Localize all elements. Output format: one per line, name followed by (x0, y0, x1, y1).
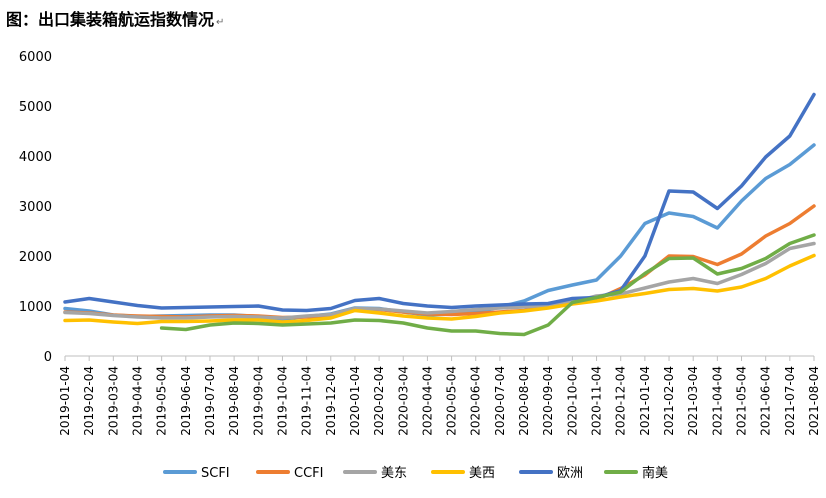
x-tick-label: 2019-02-04 (82, 366, 96, 436)
series-line-美西 (63, 253, 816, 326)
x-tick-label: 2019-07-04 (203, 366, 217, 436)
x-tick-label: 2021-06-04 (759, 366, 773, 436)
x-tick-label: 2019-04-04 (130, 366, 144, 436)
chart-title-text: 图：出口集装箱航运指数情况 (6, 10, 215, 29)
x-axis: 2019-01-04 2019-02-04 2019-03-04 2019-04-04… (58, 355, 821, 436)
y-tick-label: 5000 (19, 100, 52, 115)
series-line-南美 (159, 233, 816, 337)
x-tick-label: 2020-01-04 (348, 366, 362, 436)
chart-title: 图：出口集装箱航运指数情况 ↵ (6, 6, 224, 30)
x-tick-label: 2021-02-04 (662, 366, 676, 436)
x-tick-label: 2020-02-04 (372, 366, 386, 436)
x-tick-label: 2020-10-04 (565, 366, 579, 436)
x-tick-label: 2019-05-04 (155, 366, 169, 436)
legend: SCFI CCFI 美东 美西 欧洲 南美 (163, 465, 668, 481)
legend-label: 欧洲 (557, 466, 583, 481)
x-tick-label: 2019-08-04 (227, 366, 241, 436)
x-tick-label: 2020-03-04 (396, 366, 410, 436)
y-tick-label: 2000 (19, 250, 52, 265)
y-tick-label: 1000 (19, 300, 52, 315)
legend-label: 美东 (381, 466, 407, 481)
x-tick-label: 2021-05-04 (735, 366, 749, 436)
x-tick-label: 2019-01-04 (58, 366, 72, 436)
y-tick-label: 4000 (19, 150, 52, 165)
x-tick-label: 2019-03-04 (106, 366, 120, 436)
x-tick-label: 2020-05-04 (445, 366, 459, 436)
legend-label: 美西 (469, 466, 495, 481)
x-tick-label: 2019-09-04 (251, 366, 265, 436)
x-tick-label: 2020-04-04 (420, 366, 434, 436)
x-tick-label: 2019-10-04 (275, 366, 289, 436)
x-tick-label: 2021-03-04 (686, 366, 700, 436)
series-lines (63, 92, 816, 337)
x-tick-label: 2019-12-04 (324, 366, 338, 436)
x-tick-label: 2019-06-04 (179, 366, 193, 436)
legend-label: 南美 (642, 465, 668, 481)
x-tick-label: 2021-04-04 (710, 366, 724, 436)
x-tick-label: 2020-09-04 (541, 366, 555, 436)
series-line-美东 (63, 241, 816, 320)
legend-label: SCFI (201, 466, 230, 481)
x-tick-label: 2020-07-04 (493, 366, 507, 436)
y-tick-label: 6000 (19, 50, 52, 65)
series-line-欧洲 (63, 92, 816, 313)
x-tick-label: 2021-07-04 (783, 366, 797, 436)
x-tick-label: 2020-12-04 (614, 366, 628, 436)
x-tick-label: 2020-06-04 (469, 366, 483, 436)
x-tick-label: 2021-08-04 (807, 366, 821, 436)
x-tick-label: 2020-11-04 (590, 366, 604, 436)
legend-label: CCFI (294, 466, 323, 481)
x-tick-label: 2020-08-04 (517, 366, 531, 436)
series-line-SCFI (63, 143, 816, 321)
x-tick-label: 2021-01-04 (638, 366, 652, 436)
return-mark-icon: ↵ (216, 17, 225, 28)
x-tick-label: 2019-11-04 (300, 366, 314, 436)
y-axis: 0 1000 2000 3000 4000 5000 6000 (19, 50, 52, 365)
y-tick-label: 0 (44, 350, 52, 365)
y-tick-label: 3000 (19, 200, 52, 215)
